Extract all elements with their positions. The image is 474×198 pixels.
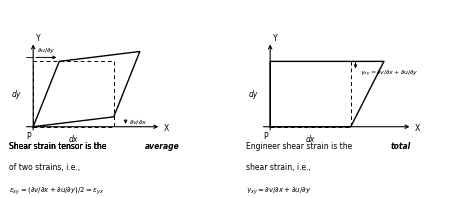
- Text: $\gamma_{xy} = \partial v/\partial x+\partial u/\partial y$: $\gamma_{xy} = \partial v/\partial x+\pa…: [246, 185, 312, 197]
- Text: shear strain, i.e.,: shear strain, i.e.,: [246, 163, 311, 172]
- Text: $\gamma_{xy}=\partial v/\partial x+\partial u/\partial y$: $\gamma_{xy}=\partial v/\partial x+\part…: [360, 67, 419, 79]
- Text: of two strains, i.e.,: of two strains, i.e.,: [9, 163, 81, 172]
- Text: Engineer shear strain is the: Engineer shear strain is the: [246, 142, 355, 150]
- Text: P: P: [263, 132, 268, 141]
- Text: $\partial v/\partial x$: $\partial v/\partial x$: [129, 117, 147, 126]
- Text: dx: dx: [306, 135, 315, 144]
- Text: Shear strain tensor is the: Shear strain tensor is the: [9, 142, 109, 150]
- Text: $\varepsilon_{xy} = (\partial v/\partial x+\partial u/\partial y)/2 = \varepsilo: $\varepsilon_{xy} = (\partial v/\partial…: [9, 185, 105, 197]
- Text: Y: Y: [36, 34, 40, 43]
- Text: Y: Y: [273, 34, 277, 43]
- Text: dy: dy: [249, 89, 258, 99]
- Text: $\partial u/\partial y$: $\partial u/\partial y$: [37, 45, 55, 55]
- Text: X: X: [164, 124, 169, 133]
- Text: total: total: [391, 142, 411, 150]
- Text: dx: dx: [69, 135, 78, 144]
- Text: average: average: [145, 142, 179, 150]
- Text: Shear strain tensor is the: Shear strain tensor is the: [9, 142, 109, 150]
- Text: dy: dy: [12, 89, 21, 99]
- Text: Shear strain tensor is the: Shear strain tensor is the: [9, 142, 109, 150]
- Text: X: X: [415, 124, 420, 133]
- Text: P: P: [26, 132, 31, 141]
